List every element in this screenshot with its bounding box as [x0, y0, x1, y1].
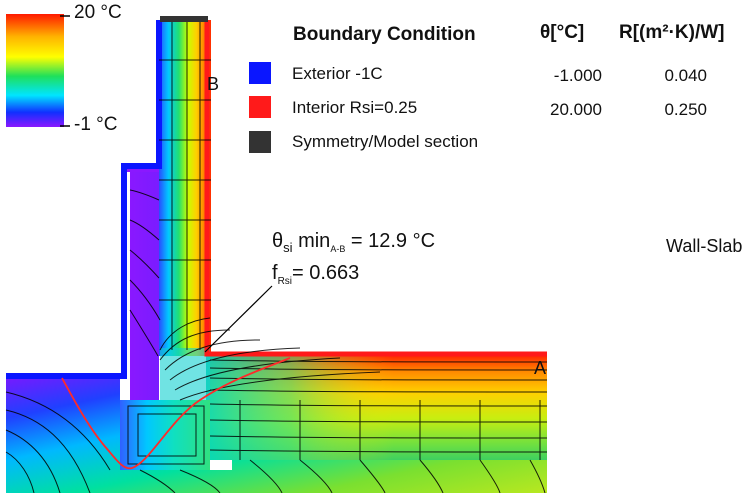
legend-header-theta: θ[°C]	[540, 22, 585, 43]
min-temperature-isotherm	[61, 357, 291, 470]
interior-boundary-line	[204, 20, 547, 357]
f-value: = 0.663	[292, 262, 360, 284]
scale-min-label: -1 °C	[74, 114, 118, 135]
theta-value: = 12.9 °C	[345, 230, 436, 252]
f-prefix: f	[272, 262, 278, 284]
theta-si-min-annotation: θsi minA-B = 12.9 °C	[272, 230, 435, 255]
legend-swatch-interior	[249, 96, 271, 118]
annotation-leader	[204, 285, 273, 353]
legend-header-r: R[(m²·K)/W]	[619, 22, 725, 43]
frsi-annotation: fRsi= 0.663	[272, 262, 359, 287]
legend-row-interior-name: Interior Rsi=0.25	[292, 98, 418, 117]
side-label-wall-slab: Wall-Slab	[666, 236, 743, 256]
legend-row-interior-r: 0.250	[664, 100, 707, 119]
legend-row-exterior-theta: -1.000	[553, 66, 602, 85]
legend-row-exterior-r: 0.040	[664, 66, 707, 85]
marker-b: B	[207, 74, 220, 94]
marker-a: A	[534, 358, 547, 378]
exterior-boundary-line	[6, 20, 162, 379]
isotherm-lines	[5, 22, 548, 493]
theta-sub: si	[283, 240, 293, 255]
theta-prefix: θ	[272, 230, 284, 252]
theta-sub2: A-B	[330, 244, 346, 254]
legend-swatch-symmetry	[249, 131, 271, 153]
ground-region	[6, 376, 547, 493]
f-sub: Rsi	[277, 276, 293, 287]
theta-mid: min	[292, 230, 331, 252]
scale-max-label: 20 °C	[74, 2, 122, 23]
legend-row-interior-theta: 20.000	[550, 100, 602, 119]
legend-swatch-exterior	[249, 62, 271, 84]
legend-row-symmetry-name: Symmetry/Model section	[292, 132, 479, 151]
symmetry-section-top	[160, 16, 208, 22]
legend-header-title: Boundary Condition	[293, 24, 476, 45]
legend-row-exterior-name: Exterior -1C	[292, 64, 383, 83]
temperature-scale-bar	[6, 14, 64, 127]
